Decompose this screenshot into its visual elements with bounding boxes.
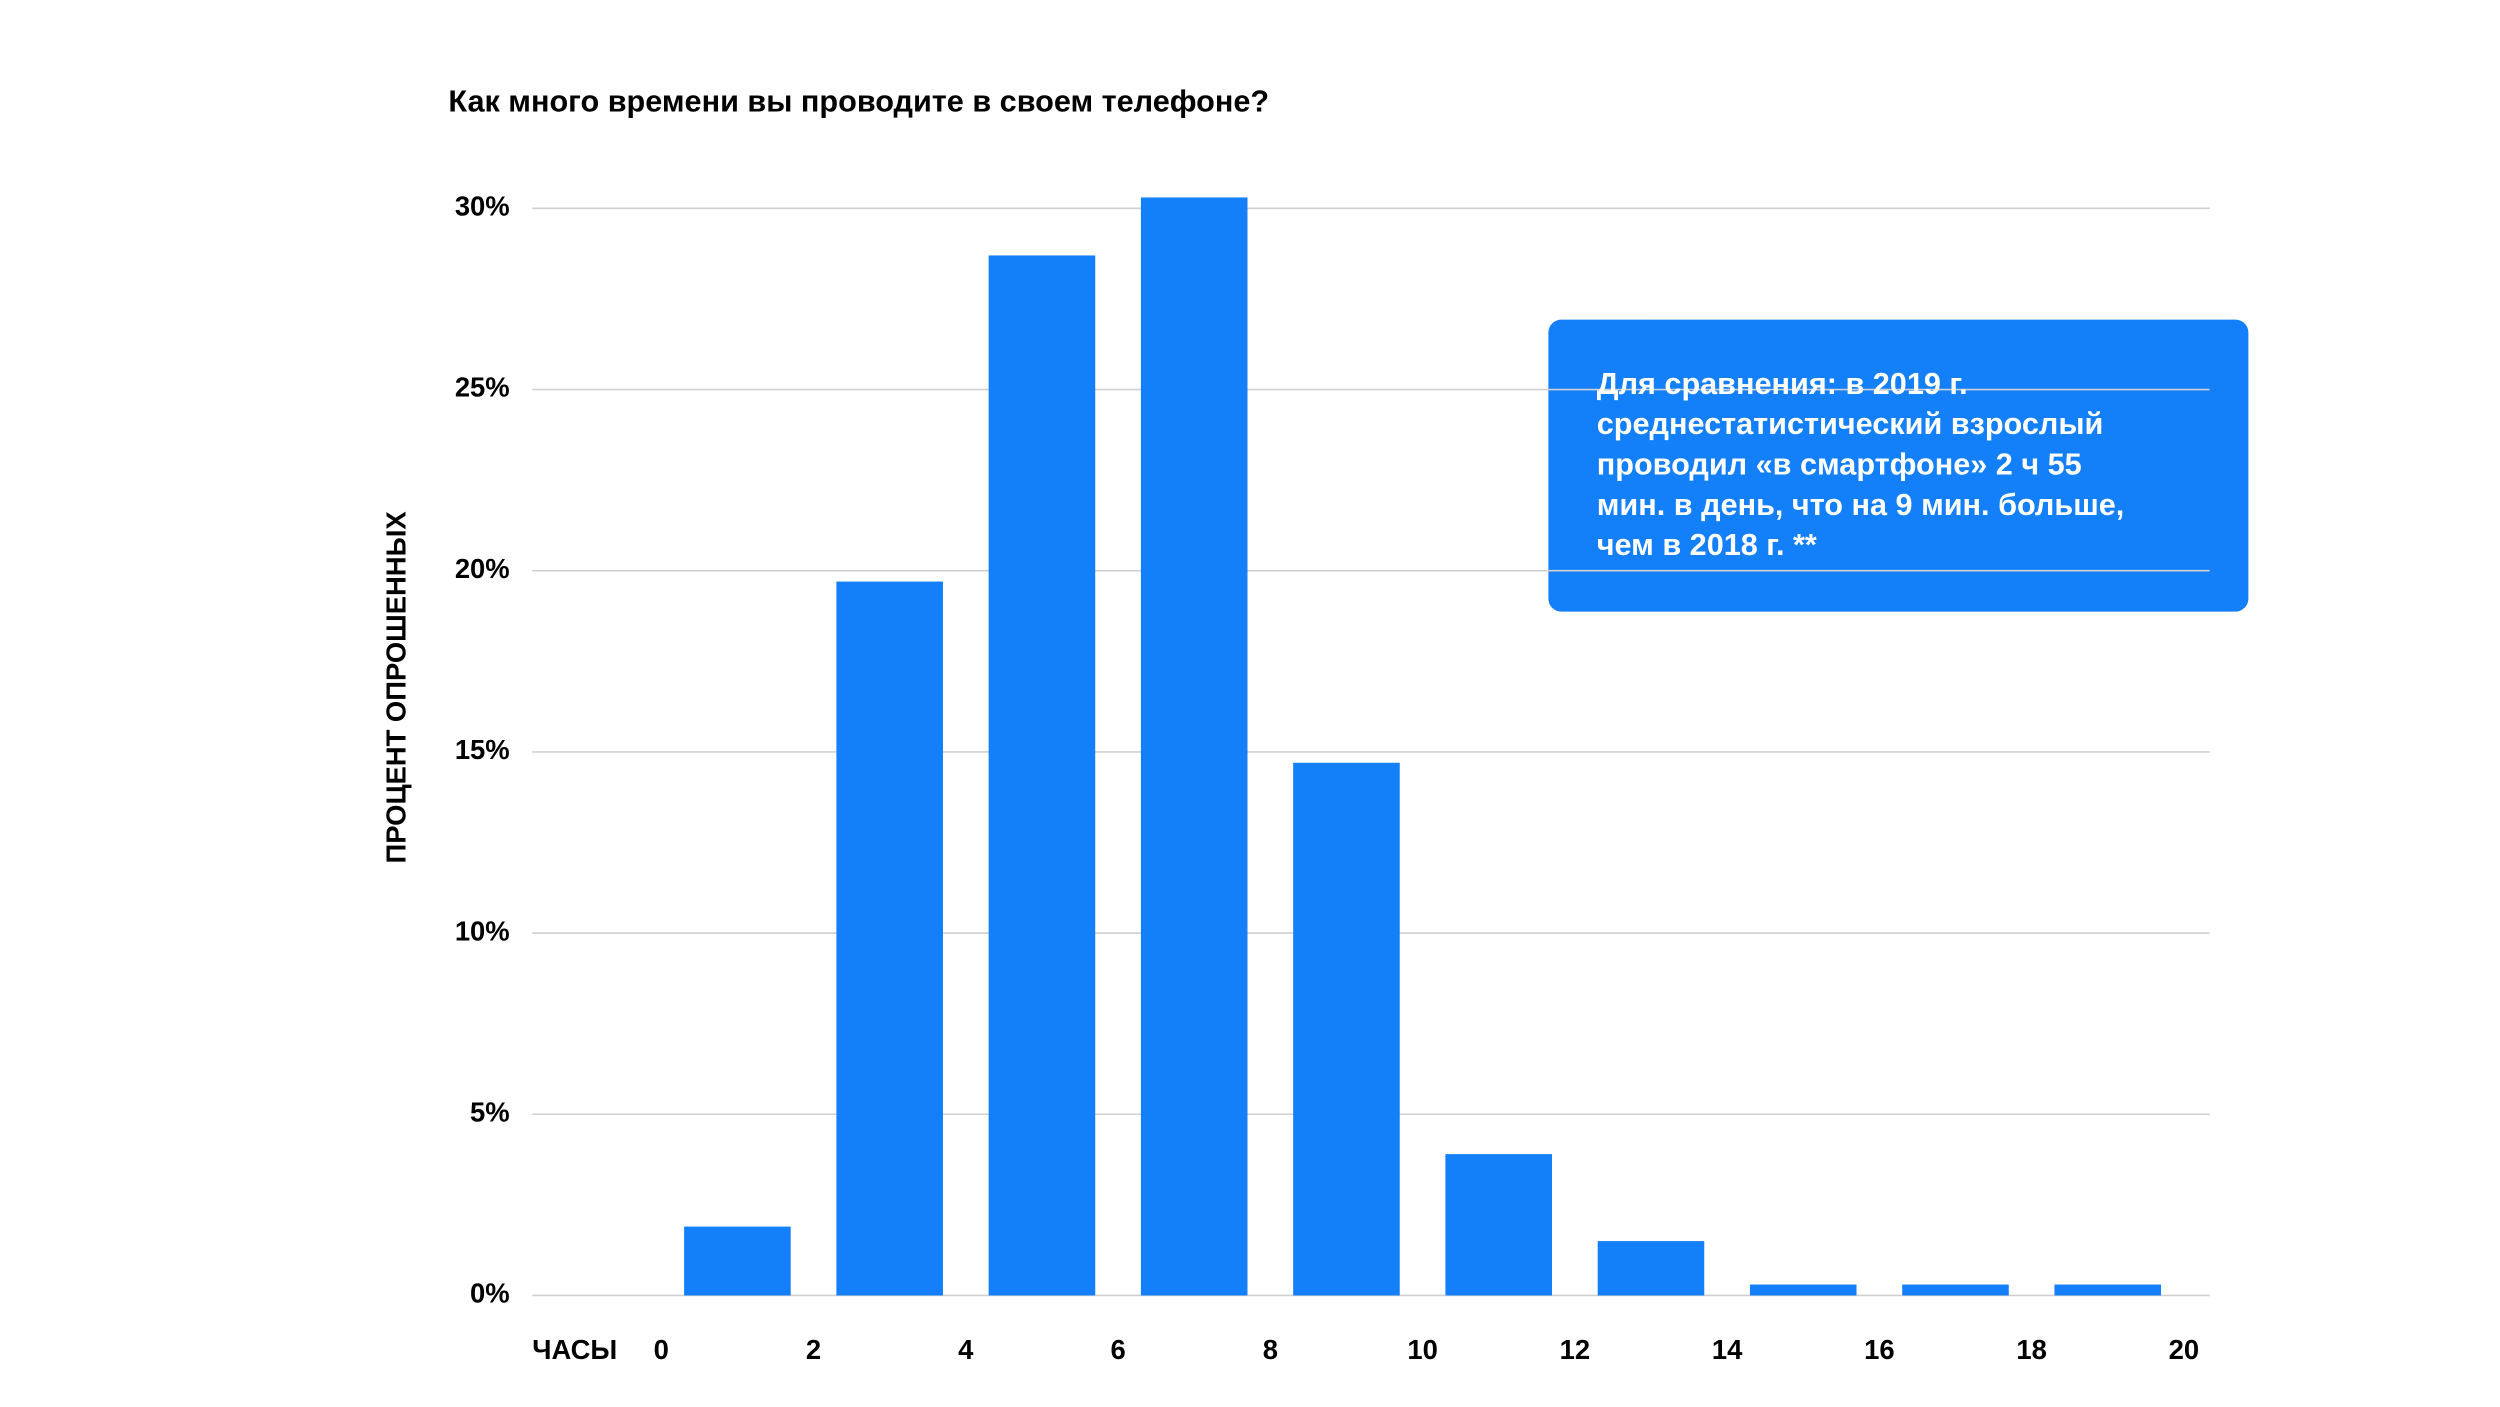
y-tick-label: 5%	[470, 1096, 510, 1127]
x-tick-label: 6	[1110, 1334, 1125, 1365]
x-tick-label: 14	[1712, 1334, 1743, 1365]
y-tick-label: 25%	[455, 372, 510, 403]
x-axis-label: ЧАСЫ	[532, 1334, 617, 1365]
annotation-line: мин. в день, что на 9 мин. больше,	[1597, 488, 2125, 522]
x-tick-label: 4	[958, 1334, 974, 1365]
y-tick-label: 0%	[470, 1278, 510, 1309]
annotation-line: проводил «в смартфоне» 2 ч 55	[1597, 447, 2082, 481]
chart-title: Как много времени вы проводите в своем т…	[448, 85, 1269, 119]
x-tick-label: 20	[2169, 1334, 2199, 1365]
x-tick-label: 18	[2016, 1334, 2046, 1365]
bar	[836, 581, 943, 1296]
bar	[1140, 197, 1248, 1296]
y-axis-label: ПРОЦЕНТ ОПРОШЕННЫХ	[381, 511, 412, 864]
x-tick-label: 10	[1407, 1334, 1437, 1365]
x-tick-label: 8	[1263, 1334, 1278, 1365]
bar	[2054, 1284, 2162, 1296]
bar	[1749, 1284, 1857, 1296]
bar	[988, 255, 1096, 1296]
annotation-line: среднестатистический взрослый	[1597, 407, 2104, 441]
bar	[684, 1226, 791, 1296]
x-tick-label: 12	[1560, 1334, 1590, 1365]
bar	[1445, 1154, 1552, 1296]
bar	[1902, 1284, 2009, 1296]
bar	[1293, 762, 1400, 1296]
annotation-box	[1548, 319, 2249, 612]
y-tick-label: 30%	[455, 191, 510, 222]
x-tick-label: 0	[654, 1334, 669, 1365]
x-tick-label: 16	[1864, 1334, 1894, 1365]
x-tick-label: 2	[806, 1334, 821, 1365]
y-tick-label: 20%	[455, 553, 510, 584]
annotation-line: Для сравнения: в 2019 г.	[1597, 367, 1968, 401]
bar	[1597, 1241, 1705, 1296]
y-tick-label: 15%	[455, 734, 510, 765]
y-tick-label: 10%	[455, 915, 510, 946]
annotation-line: чем в 2018 г. **	[1597, 528, 1817, 562]
